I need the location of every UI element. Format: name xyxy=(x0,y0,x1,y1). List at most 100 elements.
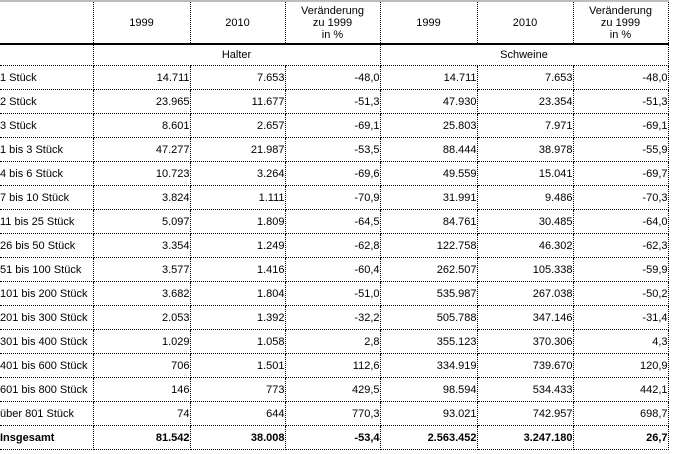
cell-value: 98.594 xyxy=(380,377,478,402)
cell-value: 3.682 xyxy=(93,281,191,306)
cell-value: 1.111 xyxy=(190,185,286,210)
cell-value: -53,4 xyxy=(285,425,381,450)
table-row: 7 bis 10 Stück 3.824 1.111 -70,9 31.991 9.486… xyxy=(0,185,669,210)
cell-value: 122.758 xyxy=(380,233,478,258)
table-row: 301 bis 400 Stück 1.029 1.058 2,8 355.123 370… xyxy=(0,329,669,354)
cell-value: -48,0 xyxy=(573,65,669,90)
cell-value: 23.965 xyxy=(93,89,191,114)
group-header-halter: Halter xyxy=(93,44,381,66)
row-label: über 801 Stück xyxy=(0,401,94,426)
cell-value: 38.978 xyxy=(477,137,574,162)
cell-value: 429,5 xyxy=(285,377,381,402)
cell-value: 146 xyxy=(93,377,191,402)
cell-value: -55,9 xyxy=(573,137,669,162)
cell-value: 11.677 xyxy=(190,89,286,114)
cell-value: 7.653 xyxy=(477,65,574,90)
cell-value: -48,0 xyxy=(285,65,381,90)
table-row: 601 bis 800 Stück 146 773 429,5 98.594 534.43… xyxy=(0,377,669,402)
cell-value: 4,3 xyxy=(573,329,669,354)
cell-value: 1.809 xyxy=(190,209,286,234)
cell-value: -69,1 xyxy=(573,113,669,138)
column-header-change-schweine: Veränderung zu 1999 in % xyxy=(573,1,669,45)
row-label: 1 bis 3 Stück xyxy=(0,137,94,162)
group-header-spacer xyxy=(0,44,94,66)
cell-value: -51,3 xyxy=(573,89,669,114)
cell-value: 30.485 xyxy=(477,209,574,234)
cell-value: 706 xyxy=(93,353,191,378)
table-row: 3 Stück 8.601 2.657 -69,1 25.803 7.971 -69,1 xyxy=(0,113,669,138)
table-row: 4 bis 6 Stück 10.723 3.264 -69,6 49.559 15.04… xyxy=(0,161,669,186)
row-label: Insgesamt xyxy=(0,425,94,450)
cell-value: 534.433 xyxy=(477,377,574,402)
cell-value: 2.053 xyxy=(93,305,191,330)
row-label: 51 bis 100 Stück xyxy=(0,257,94,282)
cell-value: 93.021 xyxy=(380,401,478,426)
cell-value: 773 xyxy=(190,377,286,402)
cell-value: 14.711 xyxy=(93,65,191,90)
cell-value: -59,9 xyxy=(573,257,669,282)
cell-value: -69,7 xyxy=(573,161,669,186)
column-header-row: 1999 2010 Veränderung zu 1999 in % 1999 … xyxy=(0,1,669,45)
cell-value: 47.277 xyxy=(93,137,191,162)
cell-value: 1.501 xyxy=(190,353,286,378)
corner-cell xyxy=(0,1,94,45)
cell-value: 49.559 xyxy=(380,161,478,186)
cell-value: 739.670 xyxy=(477,353,574,378)
table-body: 1 Stück 14.711 7.653 -48,0 14.711 7.653 -48,0 2… xyxy=(0,65,669,450)
cell-value: 3.824 xyxy=(93,185,191,210)
row-label: 11 bis 25 Stück xyxy=(0,209,94,234)
column-header-1999-schweine: 1999 xyxy=(380,1,478,45)
cell-value: 1.392 xyxy=(190,305,286,330)
column-header-change-halter: Veränderung zu 1999 in % xyxy=(285,1,381,45)
cell-value: 8.601 xyxy=(93,113,191,138)
cell-value: -69,6 xyxy=(285,161,381,186)
cell-value: 7.971 xyxy=(477,113,574,138)
cell-value: 3.264 xyxy=(190,161,286,186)
row-label: 301 bis 400 Stück xyxy=(0,329,94,354)
cell-value: 770,3 xyxy=(285,401,381,426)
table-row: 2 Stück 23.965 11.677 -51,3 47.930 23.354 -51,… xyxy=(0,89,669,114)
column-header-2010-schweine: 2010 xyxy=(477,1,574,45)
cell-value: 505.788 xyxy=(380,305,478,330)
table-row: 201 bis 300 Stück 2.053 1.392 -32,2 505.788 3… xyxy=(0,305,669,330)
cell-value: -60,4 xyxy=(285,257,381,282)
cell-value: 1.029 xyxy=(93,329,191,354)
row-label: 101 bis 200 Stück xyxy=(0,281,94,306)
row-label: 401 bis 600 Stück xyxy=(0,353,94,378)
cell-value: -32,2 xyxy=(285,305,381,330)
cell-value: 23.354 xyxy=(477,89,574,114)
row-label: 1 Stück xyxy=(0,65,94,90)
cell-value: -64,5 xyxy=(285,209,381,234)
cell-value: 25.803 xyxy=(380,113,478,138)
column-header-1999-halter: 1999 xyxy=(93,1,191,45)
cell-value: 2.563.452 xyxy=(380,425,478,450)
cell-value: -51,0 xyxy=(285,281,381,306)
cell-value: 47.930 xyxy=(380,89,478,114)
cell-value: 1.416 xyxy=(190,257,286,282)
cell-value: 112,6 xyxy=(285,353,381,378)
cell-value: -53,5 xyxy=(285,137,381,162)
cell-value: -31,4 xyxy=(573,305,669,330)
cell-value: 38.008 xyxy=(190,425,286,450)
cell-value: 1.058 xyxy=(190,329,286,354)
cell-value: 334.919 xyxy=(380,353,478,378)
column-header-2010-halter: 2010 xyxy=(190,1,286,45)
row-label: 26 bis 50 Stück xyxy=(0,233,94,258)
cell-value: 355.123 xyxy=(380,329,478,354)
cell-value: 442,1 xyxy=(573,377,669,402)
table-row: 401 bis 600 Stück 706 1.501 112,6 334.919 739… xyxy=(0,353,669,378)
cell-value: 1.249 xyxy=(190,233,286,258)
cell-value: -70,3 xyxy=(573,185,669,210)
cell-value: 535.987 xyxy=(380,281,478,306)
cell-value: 267.038 xyxy=(477,281,574,306)
table-row: 1 Stück 14.711 7.653 -48,0 14.711 7.653 -48,0 xyxy=(0,65,669,90)
table-row: 51 bis 100 Stück 3.577 1.416 -60,4 262.507 10… xyxy=(0,257,669,282)
group-header-row: Halter Schweine xyxy=(0,44,669,66)
cell-value: 84.761 xyxy=(380,209,478,234)
cell-value: -51,3 xyxy=(285,89,381,114)
cell-value: 644 xyxy=(190,401,286,426)
cell-value: 81.542 xyxy=(93,425,191,450)
cell-value: 742.957 xyxy=(477,401,574,426)
cell-value: 46.302 xyxy=(477,233,574,258)
